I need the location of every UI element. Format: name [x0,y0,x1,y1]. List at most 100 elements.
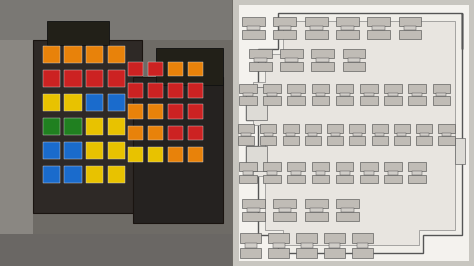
Bar [64,118,82,135]
Bar [336,17,359,26]
Bar [336,175,353,183]
Bar [438,136,455,145]
Bar [279,208,291,212]
Bar [267,171,277,175]
Bar [437,93,446,96]
Bar [188,104,203,119]
Bar [305,199,328,208]
Bar [243,93,253,96]
Bar [148,147,163,162]
Bar [268,233,289,243]
Bar [238,136,254,145]
Bar [324,248,345,258]
Bar [360,175,378,183]
Bar [246,87,267,120]
Bar [267,93,277,96]
Bar [340,93,349,96]
Bar [86,142,103,159]
Bar [273,199,296,208]
Bar [287,175,305,183]
Bar [188,83,203,98]
Bar [394,124,410,132]
Bar [64,46,82,63]
Bar [264,132,273,136]
Bar [273,243,284,248]
Bar [330,132,340,136]
Bar [336,163,353,171]
Bar [245,243,256,248]
Bar [341,26,354,30]
Bar [0,234,232,266]
Bar [416,124,432,132]
Bar [384,175,402,183]
Bar [239,84,257,93]
Bar [327,136,343,145]
Bar [108,118,125,135]
Bar [43,165,60,183]
Bar [108,46,125,63]
Polygon shape [253,21,456,245]
Bar [360,96,378,105]
Bar [260,124,276,132]
Bar [349,124,365,132]
Bar [238,124,254,132]
Bar [241,132,251,136]
Bar [168,83,183,98]
Bar [64,94,82,111]
Bar [352,233,373,243]
Bar [416,136,432,145]
Bar [260,136,276,145]
Bar [340,171,349,175]
Bar [329,243,340,248]
Bar [148,83,163,98]
Bar [168,126,183,140]
Bar [336,212,359,221]
Bar [352,248,373,258]
Bar [239,175,257,183]
Bar [311,49,334,58]
Bar [43,46,60,63]
Bar [312,163,329,171]
Bar [308,132,318,136]
Bar [148,104,163,119]
Bar [156,48,223,85]
Bar [286,132,295,136]
Bar [86,46,103,63]
Bar [336,84,353,93]
Bar [388,93,398,96]
Bar [240,248,261,258]
Bar [128,83,143,98]
Bar [364,93,374,96]
Bar [280,62,303,71]
Bar [243,171,253,175]
Bar [384,96,402,105]
Bar [43,94,60,111]
Bar [287,84,305,93]
Bar [311,62,334,71]
Bar [404,26,416,30]
Bar [305,30,328,39]
Bar [408,96,426,105]
Bar [273,30,296,39]
Bar [280,49,303,58]
Bar [264,175,281,183]
Bar [128,62,143,77]
Bar [242,199,265,208]
Bar [336,96,353,105]
Bar [283,136,299,145]
Bar [348,58,360,62]
Bar [128,126,143,140]
Bar [188,126,203,140]
Bar [343,62,365,71]
Bar [43,142,60,159]
Bar [305,124,321,132]
Bar [336,30,359,39]
Bar [0,0,33,266]
Bar [283,124,299,132]
Bar [388,171,398,175]
Bar [373,26,385,30]
Bar [86,118,103,135]
Bar [310,26,322,30]
Bar [108,165,125,183]
Bar [305,136,321,145]
